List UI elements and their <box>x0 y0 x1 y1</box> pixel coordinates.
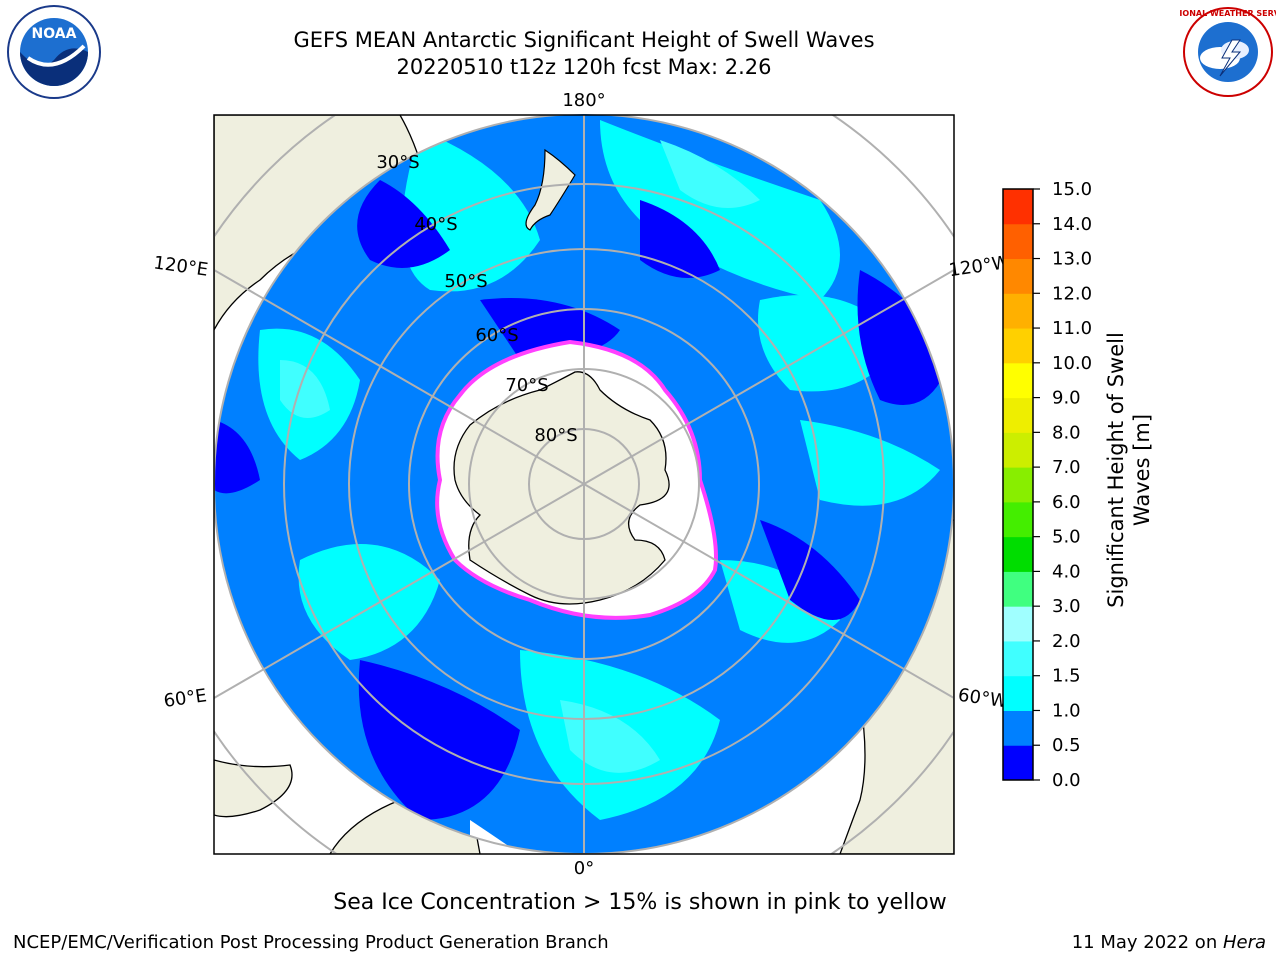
colorbar-bin <box>1003 571 1033 607</box>
footer-credit: NCEP/EMC/Verification Post Processing Pr… <box>13 932 609 953</box>
lon-label-60e: 60°E <box>162 685 208 712</box>
colorbar-bin <box>1003 606 1033 642</box>
nws-logo: NATIONAL WEATHER SERVICE <box>1180 7 1276 97</box>
colorbar-label-line1: Significant Height of Swell <box>1104 332 1128 608</box>
colorbar-bin <box>1003 189 1033 225</box>
colorbar-tick-label: 11.0 <box>1052 318 1092 339</box>
colorbar-bin <box>1003 467 1033 503</box>
colorbar-tick-label: 12.0 <box>1052 283 1092 304</box>
footer-date-text: 11 May 2022 on <box>1071 932 1223 953</box>
antarctica-land <box>453 371 670 605</box>
footer-host: Hera <box>1222 932 1266 953</box>
colorbar-tick-label: 1.0 <box>1052 700 1081 721</box>
colorbar-bin <box>1003 362 1033 399</box>
colorbar-tick-label: 4.0 <box>1052 561 1081 582</box>
colorbar: 0.0 0.5 1.0 1.5 2.0 3.0 4.0 5.0 6.0 7.0 8.0 9.0 10.0… <box>1002 180 1092 790</box>
colorbar-tick-label: 5.0 <box>1052 527 1081 548</box>
lat-label-60s: 60°S <box>475 325 518 346</box>
footer-date: 11 May 2022 on Hera <box>1072 932 1266 953</box>
colorbar-tick-label: 0.0 <box>1052 770 1081 790</box>
colorbar-label-line2: Waves [m] <box>1130 413 1154 527</box>
map-frame <box>213 114 955 855</box>
colorbar-bin <box>1003 432 1033 468</box>
lat-label-70s: 70°S <box>505 375 548 396</box>
colorbar-tick-label: 10.0 <box>1052 353 1092 374</box>
colorbar-tick-label: 9.0 <box>1052 388 1081 409</box>
colorbar-bin <box>1003 501 1033 538</box>
colorbar-tick-label: 0.5 <box>1052 735 1081 756</box>
chart-title: GEFS MEAN Antarctic Significant Height o… <box>293 28 875 52</box>
chart-subtitle: 20220510 t12z 120h fcst Max: 2.26 <box>396 55 772 79</box>
new-zealand-land <box>525 148 576 231</box>
colorbar-bin <box>1003 397 1033 433</box>
colorbar-bin <box>1003 328 1033 364</box>
noaa-logo: NOAA <box>7 5 101 99</box>
nws-logo-text: NATIONAL WEATHER SERVICE <box>1180 9 1276 18</box>
colorbar-tick-label: 13.0 <box>1052 249 1092 270</box>
colorbar-bin <box>1003 745 1033 781</box>
graticule <box>214 115 954 854</box>
colorbar-bin <box>1003 293 1033 329</box>
colorbar-tick-label: 3.0 <box>1052 596 1081 617</box>
colorbar-bin <box>1003 710 1033 746</box>
colorbar-tick-label: 2.0 <box>1052 631 1081 652</box>
lat-label-80s: 80°S <box>534 425 577 446</box>
colorbar-tick-label: 7.0 <box>1052 457 1081 478</box>
lon-label-120e: 120°E <box>152 252 209 280</box>
lon-label-180: 180° <box>562 90 605 111</box>
colorbar-bin <box>1003 675 1033 711</box>
lat-label-30s: 30°S <box>376 152 419 173</box>
noaa-logo-text: NOAA <box>32 26 77 42</box>
colorbar-tick-label: 8.0 <box>1052 422 1081 443</box>
colorbar-tick-label: 14.0 <box>1052 214 1092 235</box>
colorbar-bin <box>1003 223 1033 260</box>
colorbar-tick-label: 15.0 <box>1052 180 1092 200</box>
colorbar-tick-label: 1.5 <box>1052 666 1081 687</box>
lon-label-0: 0° <box>574 858 594 879</box>
lat-label-50s: 50°S <box>444 271 487 292</box>
colorbar-tick-label: 6.0 <box>1052 492 1081 513</box>
sea-ice-note: Sea Ice Concentration > 15% is shown in … <box>333 890 947 915</box>
colorbar-bin <box>1003 258 1033 294</box>
colorbar-bin <box>1003 536 1033 572</box>
lat-label-40s: 40°S <box>414 214 457 235</box>
colorbar-bin <box>1003 640 1033 677</box>
